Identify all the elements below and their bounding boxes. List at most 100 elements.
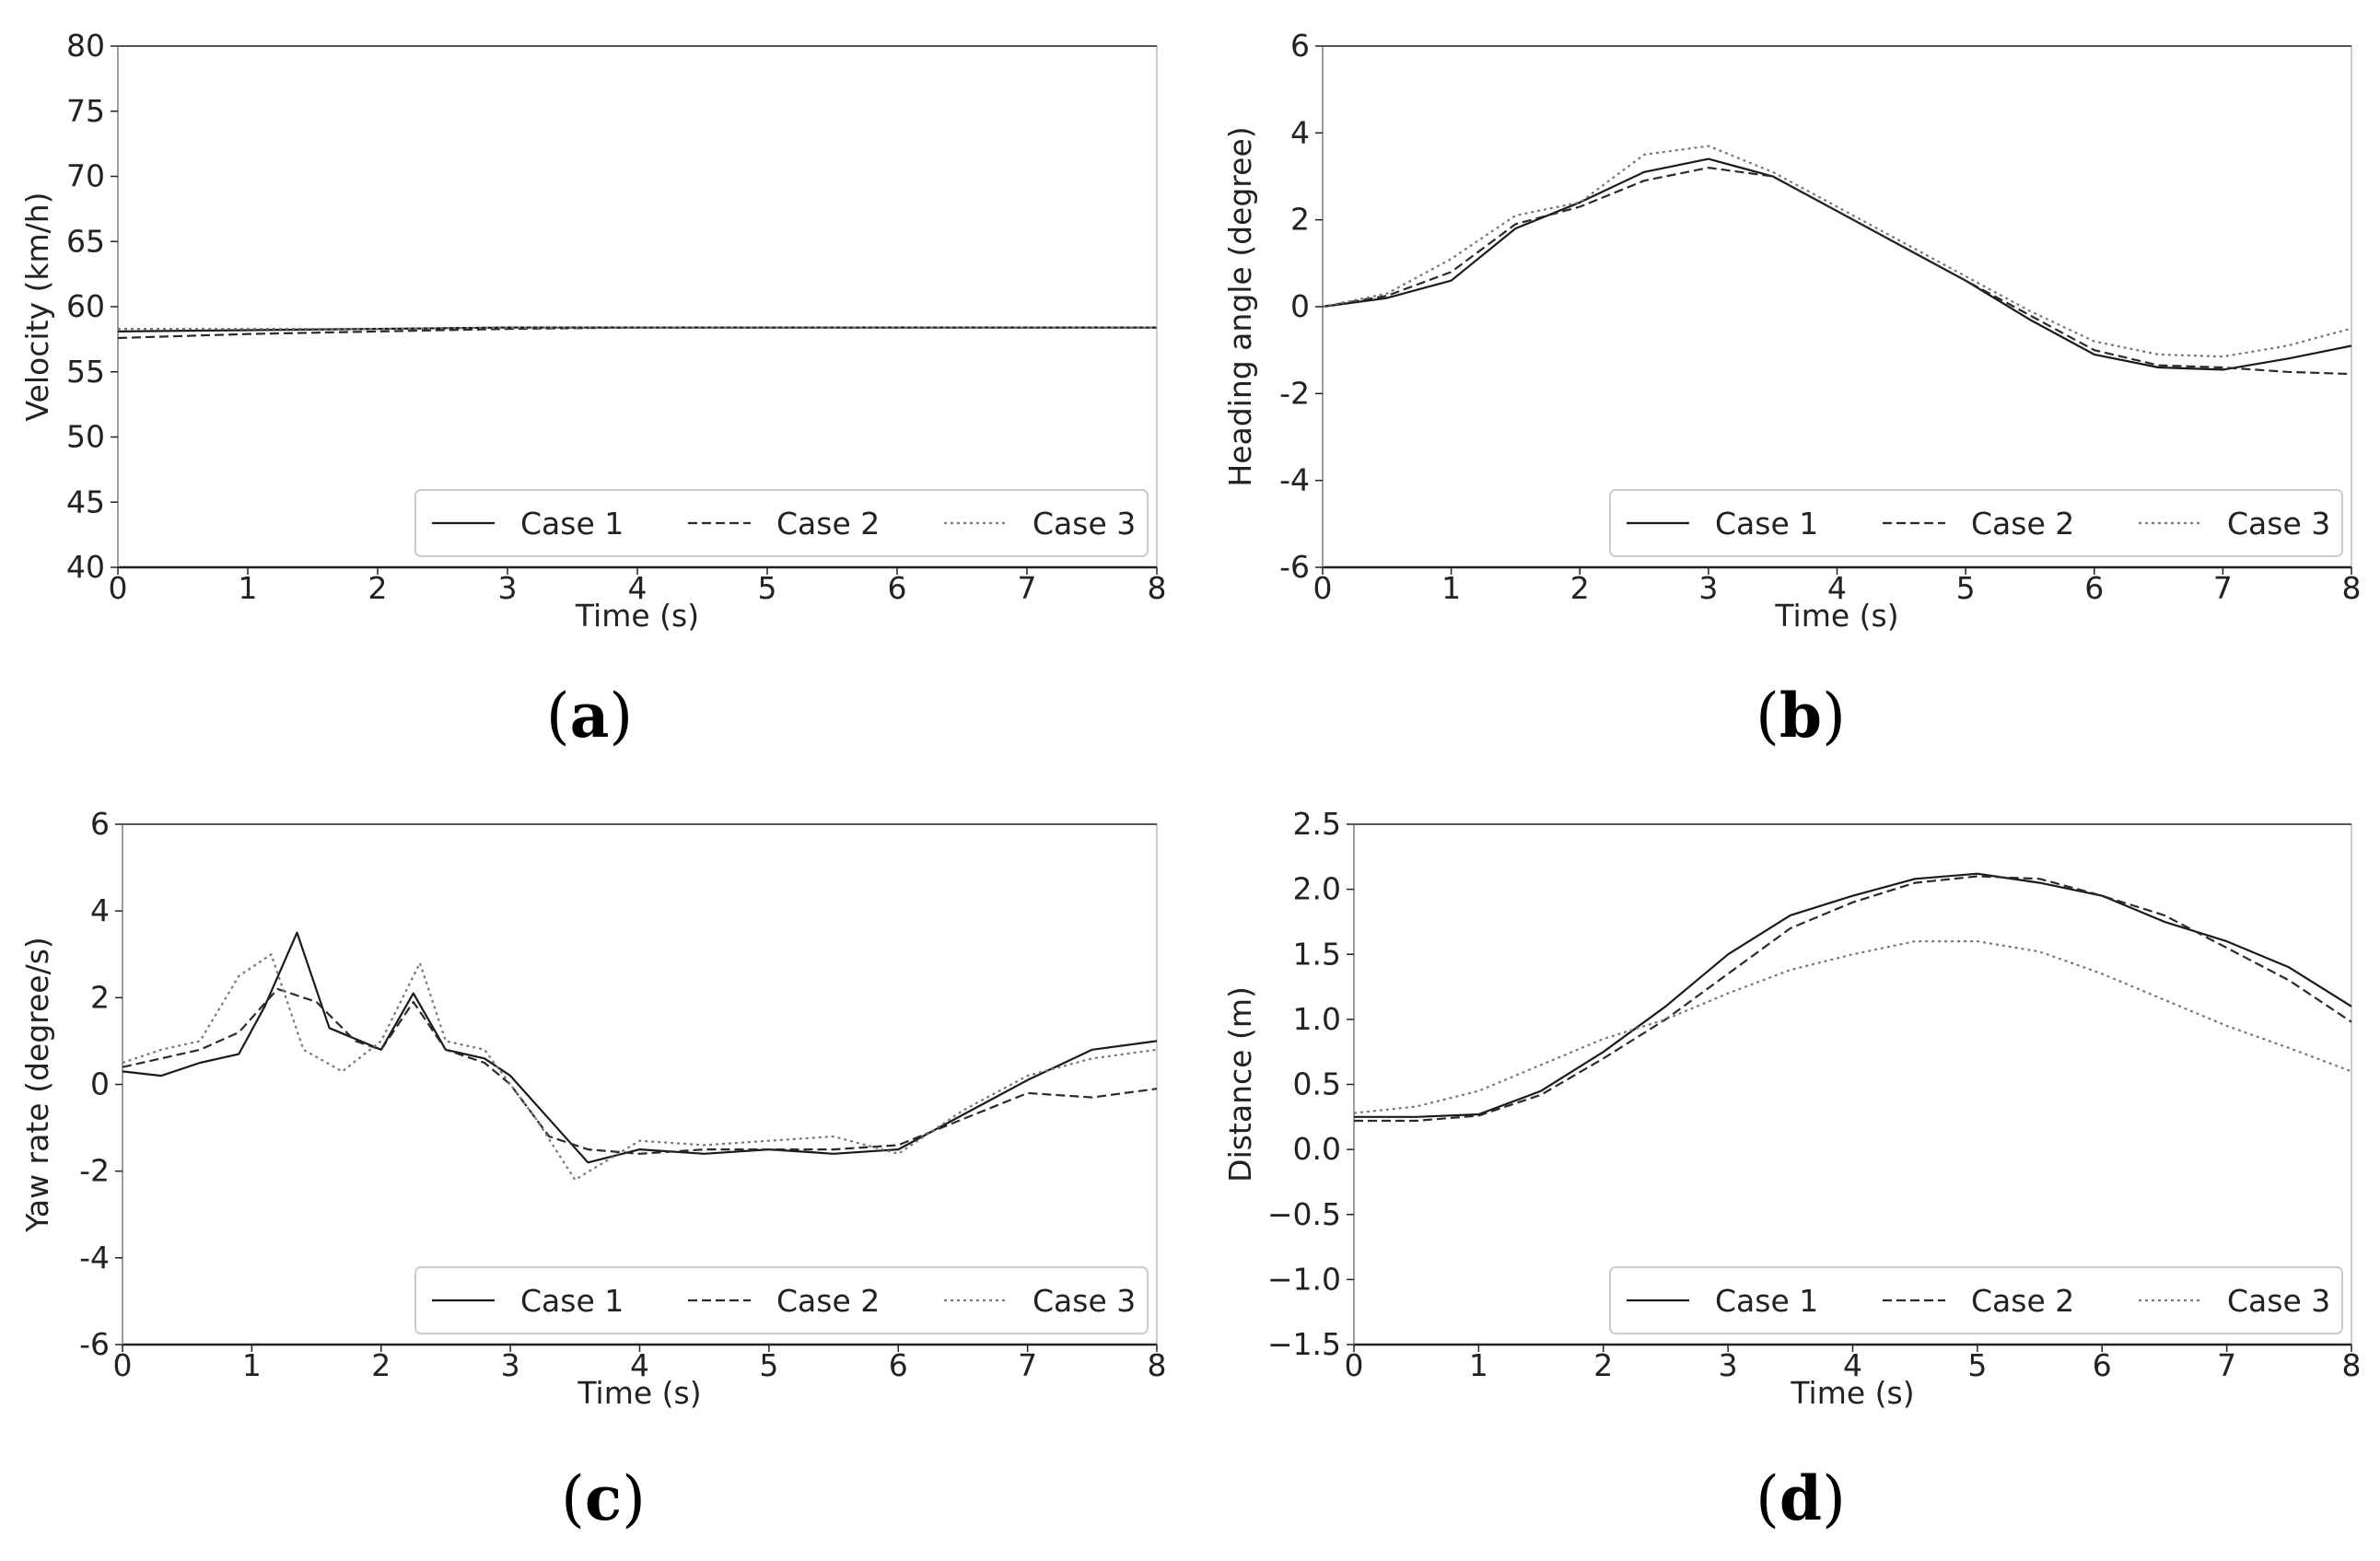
x-tick-label: 6 bbox=[2093, 1347, 2112, 1383]
chart-panel-b: 0 1 2 3 4 5 6 7 8 -6 -4 -2 0 2 4 6 Time (s) Heading angle… bbox=[1222, 28, 2362, 751]
legend-label-case-3: Case 3 bbox=[2227, 1283, 2330, 1319]
y-tick-label: 60 bbox=[66, 288, 105, 324]
legend: Case 1 Case 2 Case 3 bbox=[414, 489, 1149, 557]
x-tick-label: 8 bbox=[2342, 570, 2362, 606]
x-tick-label: 6 bbox=[2084, 570, 2104, 606]
panel-label-close-paren: ) bbox=[622, 1463, 646, 1534]
legend: Case 1 Case 2 Case 3 bbox=[414, 1266, 1149, 1334]
panel-label: (c) bbox=[561, 1462, 646, 1534]
x-tick-label: 1 bbox=[242, 1347, 262, 1383]
x-tick-label: 5 bbox=[758, 570, 777, 606]
legend-label-case-2: Case 2 bbox=[1971, 506, 2074, 542]
y-tick-label: 6 bbox=[1290, 28, 1310, 64]
legend-label-case-1: Case 1 bbox=[520, 1283, 624, 1319]
panel-label-letter: c bbox=[585, 1462, 622, 1534]
x-tick-label: 3 bbox=[498, 570, 518, 606]
x-tick-label: 0 bbox=[109, 570, 128, 606]
x-tick-label: 5 bbox=[759, 1347, 778, 1383]
x-axis-label: Time (s) bbox=[575, 598, 699, 634]
chart-panel-c: 0 1 2 3 4 5 6 7 8 -6 -4 -2 0 2 4 6 Time (s) Yaw rate (deg… bbox=[19, 806, 1167, 1534]
x-tick-label: 4 bbox=[628, 570, 648, 606]
y-tick-label: 2.5 bbox=[1293, 806, 1341, 842]
legend-label-case-3: Case 3 bbox=[1032, 506, 1136, 542]
y-axis-label: Velocity (km/h) bbox=[19, 192, 55, 422]
y-tick-label: 4 bbox=[1290, 114, 1310, 150]
y-axis-label: Yaw rate (degree/s) bbox=[19, 937, 55, 1233]
x-tick-label: 8 bbox=[1148, 570, 1167, 606]
x-tick-label: 7 bbox=[1018, 570, 1037, 606]
x-tick-label: 4 bbox=[630, 1347, 649, 1383]
panel-label-close-paren: ) bbox=[609, 681, 633, 751]
x-tick-label: 8 bbox=[2342, 1347, 2362, 1383]
y-tick-label: 65 bbox=[66, 223, 105, 259]
y-tick-label: 2.0 bbox=[1293, 871, 1341, 907]
y-tick-label: 2 bbox=[90, 979, 110, 1015]
legend-box bbox=[414, 1266, 1149, 1334]
x-tick-label: 3 bbox=[501, 1347, 520, 1383]
x-tick-label: 6 bbox=[889, 1347, 908, 1383]
y-tick-label: −1.5 bbox=[1267, 1326, 1341, 1362]
series-line-case-2 bbox=[1354, 875, 2352, 1123]
x-tick-label: 1 bbox=[1469, 1347, 1488, 1383]
panel-label-close-paren: ) bbox=[1822, 681, 1846, 751]
x-tick-label: 7 bbox=[2217, 1347, 2236, 1383]
series-line-case-1 bbox=[1354, 872, 2352, 1118]
x-tick-label: 5 bbox=[1967, 1347, 1987, 1383]
series-line-case-3 bbox=[118, 326, 1157, 331]
y-tick-label: 45 bbox=[66, 483, 105, 519]
y-tick-label: 1.5 bbox=[1293, 936, 1341, 972]
y-tick-label: 55 bbox=[66, 354, 105, 390]
series-line-case-3 bbox=[122, 953, 1158, 1182]
series-line-case-1 bbox=[1322, 157, 2352, 371]
legend-label-case-3: Case 3 bbox=[2227, 506, 2330, 542]
panel-label: (d) bbox=[1756, 1462, 1846, 1534]
y-axis-label: Distance (m) bbox=[1222, 986, 1258, 1182]
legend: Case 1 Case 2 Case 3 bbox=[1609, 489, 2343, 557]
series-line-case-2 bbox=[117, 326, 1157, 340]
x-tick-label: 1 bbox=[239, 570, 258, 606]
series-line-case-2 bbox=[1322, 167, 2352, 376]
chart-panel-d: 0 1 2 3 4 5 6 7 8 −1.5 −1.0 −0.5 0.0 0.5 1.0 1.5 2.0 2.5 T… bbox=[1222, 806, 2362, 1534]
panel-label-open-paren: ( bbox=[561, 1463, 585, 1534]
x-tick-label: 1 bbox=[1441, 570, 1461, 606]
x-tick-label: 0 bbox=[113, 1347, 133, 1383]
panel-label-letter: d bbox=[1779, 1462, 1822, 1534]
x-tick-label: 7 bbox=[2213, 570, 2233, 606]
x-tick-label: 3 bbox=[1719, 1347, 1738, 1383]
legend-label-case-1: Case 1 bbox=[1715, 1283, 1818, 1319]
legend-label-case-2: Case 2 bbox=[776, 506, 880, 542]
panel-label-open-paren: ( bbox=[1756, 681, 1779, 751]
x-axis-label: Time (s) bbox=[1790, 1375, 1914, 1411]
x-tick-label: 7 bbox=[1018, 1347, 1037, 1383]
y-tick-label: −0.5 bbox=[1267, 1196, 1341, 1232]
x-tick-label: 3 bbox=[1698, 570, 1718, 606]
y-tick-label: 40 bbox=[66, 549, 105, 585]
y-tick-label: -2 bbox=[1279, 375, 1310, 411]
y-tick-label: -6 bbox=[79, 1326, 110, 1362]
series-line-case-3 bbox=[1353, 939, 2352, 1114]
y-tick-label: 2 bbox=[1290, 202, 1310, 238]
panel-label-open-paren: ( bbox=[546, 681, 570, 751]
y-tick-label: 0 bbox=[1290, 288, 1310, 324]
y-tick-label: 75 bbox=[66, 93, 105, 129]
x-tick-label: 4 bbox=[1843, 1347, 1862, 1383]
y-tick-label: 0.5 bbox=[1293, 1066, 1341, 1102]
legend-label-case-3: Case 3 bbox=[1032, 1283, 1136, 1319]
x-tick-label: 6 bbox=[888, 570, 907, 606]
x-axis-label: Time (s) bbox=[577, 1375, 701, 1411]
legend-label-case-2: Case 2 bbox=[1971, 1283, 2074, 1319]
legend-label-case-2: Case 2 bbox=[776, 1283, 880, 1319]
y-axis-label: Heading angle (degree) bbox=[1222, 126, 1258, 486]
panel-label-letter: b bbox=[1779, 680, 1822, 751]
x-tick-label: 4 bbox=[1827, 570, 1847, 606]
x-tick-label: 0 bbox=[1345, 1347, 1364, 1383]
panel-label-letter: a bbox=[570, 680, 610, 751]
y-tick-label: 0.0 bbox=[1293, 1131, 1341, 1167]
y-tick-label: 50 bbox=[66, 419, 105, 455]
y-tick-label: -2 bbox=[79, 1153, 110, 1189]
x-tick-label: 2 bbox=[1570, 570, 1590, 606]
x-tick-label: 8 bbox=[1148, 1347, 1167, 1383]
panel-label-open-paren: ( bbox=[1756, 1463, 1779, 1534]
y-tick-label: -6 bbox=[1279, 549, 1310, 585]
